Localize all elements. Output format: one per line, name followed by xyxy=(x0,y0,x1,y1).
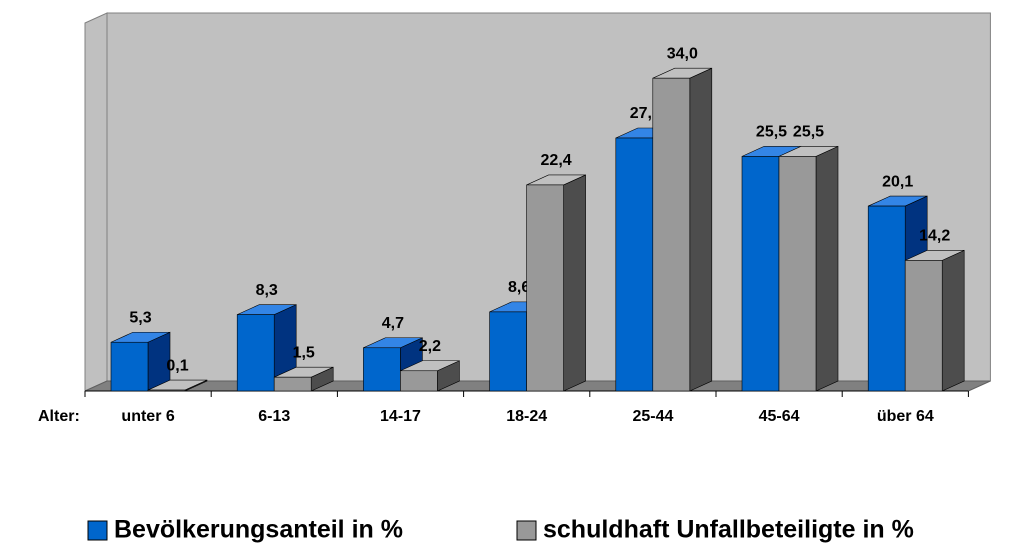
data-label: 20,1 xyxy=(882,173,913,190)
data-label: 1,5 xyxy=(293,344,315,361)
data-label: 5,3 xyxy=(129,309,151,326)
data-label: 25,5 xyxy=(793,124,824,141)
bar xyxy=(652,77,691,392)
data-label: 2,2 xyxy=(419,338,441,355)
data-label: 8,6 xyxy=(508,279,530,296)
bar xyxy=(489,311,527,392)
bar-side xyxy=(815,145,839,392)
x-axis-label: Alter: xyxy=(38,408,80,425)
data-label: 22,4 xyxy=(541,152,572,169)
bar xyxy=(147,389,186,392)
bar xyxy=(741,156,780,392)
x-tick-label: 25-44 xyxy=(632,408,673,425)
legend-label: schuldhaft Unfallbeteiligte in % xyxy=(543,516,914,544)
bar xyxy=(400,370,438,392)
x-tick-label: unter 6 xyxy=(121,408,174,425)
data-label: 14,2 xyxy=(919,228,950,245)
legend-swatch xyxy=(516,520,537,541)
legend-swatch xyxy=(87,520,108,541)
data-label: 4,7 xyxy=(382,315,404,332)
x-tick-label: 14-17 xyxy=(380,408,421,425)
bar-side xyxy=(941,249,965,392)
bar xyxy=(615,137,654,392)
bar-side xyxy=(689,67,713,392)
x-tick-label: 6-13 xyxy=(258,408,290,425)
bar xyxy=(778,156,817,392)
x-tick-label: über 64 xyxy=(877,408,934,425)
bar xyxy=(273,376,312,392)
bar-side xyxy=(563,174,586,392)
bar xyxy=(110,341,149,392)
data-label: 8,3 xyxy=(256,282,278,299)
data-label: 25,5 xyxy=(756,124,787,141)
bar xyxy=(363,347,401,392)
legend-label: Bevölkerungsanteil in % xyxy=(114,516,403,544)
x-tick-label: 45-64 xyxy=(759,408,800,425)
bar xyxy=(526,184,564,392)
data-label: 34,0 xyxy=(667,45,698,62)
side-wall xyxy=(84,12,108,392)
bar xyxy=(867,205,906,392)
data-label: 0,1 xyxy=(166,357,188,374)
x-tick-label: 18-24 xyxy=(506,408,547,425)
bar xyxy=(236,314,275,392)
bar xyxy=(904,260,943,392)
